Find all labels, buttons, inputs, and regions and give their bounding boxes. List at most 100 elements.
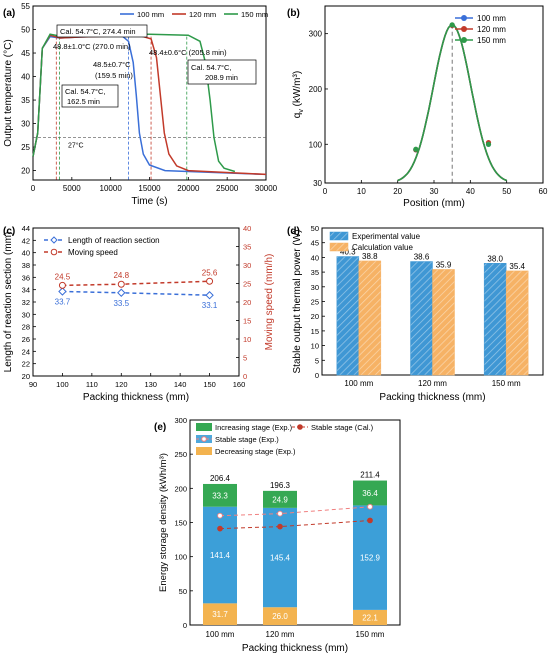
legend-marker — [461, 26, 467, 32]
bar-segment — [263, 607, 297, 625]
y-tick-label: 40 — [22, 249, 30, 258]
legend-label: Increasing stage (Exp.) — [215, 423, 293, 432]
x-axis-label: Time (s) — [131, 196, 167, 207]
x-tick-label: 150 mm — [356, 630, 385, 639]
x-tick-label: 100 mm — [206, 630, 235, 639]
legend-marker — [297, 424, 303, 430]
y-tick-label: 30 — [22, 310, 30, 319]
y-tick-label: 150 — [174, 519, 187, 528]
x-tick-label: 40 — [466, 187, 475, 196]
y-tick-label: 44 — [22, 224, 30, 233]
bar — [358, 260, 382, 376]
legend-swatch — [196, 447, 212, 455]
data-point — [277, 523, 283, 530]
y-tick-label: 20 — [243, 298, 251, 307]
total-label: 196.3 — [270, 481, 291, 490]
data-label: 24.5 — [55, 272, 71, 281]
y-tick-label: 250 — [174, 450, 187, 459]
panel-label: (d) — [287, 226, 300, 237]
y-tick-label: 40 — [311, 253, 319, 262]
y-tick-label: 5 — [315, 356, 319, 365]
y-tick-label: 25 — [243, 280, 251, 289]
series-line — [62, 290, 210, 296]
data-point — [277, 510, 283, 517]
bar — [410, 261, 433, 376]
y-axis-label: Length of reaction section (mm) — [3, 232, 14, 373]
y-tick-label: 26 — [22, 335, 30, 344]
annotation: 208.9 min — [205, 73, 238, 82]
bar-segment — [353, 609, 387, 625]
series-line — [32, 33, 236, 173]
y-tick-label: 30 — [21, 120, 30, 129]
legend-label: Stable stage (Cal.) — [311, 423, 374, 432]
y-tick-label: 200 — [309, 85, 323, 94]
y-tick-label: 28 — [22, 323, 30, 332]
y-tick-label: 40 — [243, 224, 251, 233]
y-tick-label: 34 — [22, 286, 30, 295]
data-point — [367, 517, 373, 524]
y-tick-label: 42 — [22, 236, 30, 245]
x-tick-label: 5000 — [63, 184, 81, 193]
x-tick-label: 0 — [31, 184, 36, 193]
y-tick-label: 300 — [309, 30, 323, 39]
annotation-box — [187, 59, 257, 85]
x-tick-label: 150 mm — [492, 379, 521, 388]
data-point — [449, 22, 455, 28]
legend-swatch — [329, 231, 349, 241]
annotation: 48.8±1.0°C (270.0 min) — [53, 42, 131, 51]
y-tick-label: 35 — [21, 96, 30, 105]
y-tick-label: 10 — [243, 335, 251, 344]
legend-label: 120 mm — [477, 25, 506, 34]
data-point — [206, 277, 214, 285]
x-tick-label: 10 — [357, 187, 366, 196]
y-tick-label: 25 — [21, 143, 30, 152]
x-tick-label: 120 mm — [418, 379, 447, 388]
x-tick-label: 50 — [502, 187, 511, 196]
x-tick-label: 0 — [323, 187, 328, 196]
y-tick-label: 0 — [183, 621, 187, 630]
total-label: 211.4 — [360, 471, 380, 480]
x-axis-label: Packing thickness (mm) — [242, 643, 348, 654]
panel-label: (e) — [154, 422, 166, 433]
x-tick-label: 90 — [29, 380, 37, 389]
data-label: 40.3 — [340, 248, 356, 257]
legend-label: Calculation value — [352, 243, 413, 252]
annotation: 162.5 min — [67, 97, 100, 106]
series-line — [62, 280, 210, 287]
y-tick-label: 24 — [22, 347, 30, 356]
reference-label: 27°C — [68, 142, 84, 150]
x-tick-label: 150 — [203, 380, 216, 389]
data-point — [217, 525, 223, 532]
data-point — [217, 512, 223, 519]
y-tick-label: 10 — [311, 342, 319, 351]
legend-marker — [461, 37, 467, 43]
y-tick-label: 55 — [21, 2, 30, 11]
annotation: Cal. 54.7°C, 274.4 min — [60, 27, 136, 36]
data-label: 38.0 — [487, 254, 503, 263]
panel-label: (c) — [3, 226, 15, 237]
legend-label: Moving speed — [68, 248, 118, 257]
x-tick-label: 120 mm — [266, 630, 295, 639]
y-tick-label: 45 — [311, 239, 319, 248]
legend-label: Length of reaction section — [68, 236, 160, 245]
x-tick-label: 130 — [144, 380, 157, 389]
data-label: 33.1 — [202, 301, 218, 310]
y-tick-label: 30 — [311, 283, 319, 292]
y-tick-label: 35 — [243, 243, 251, 252]
y-tick-label: 50 — [179, 587, 187, 596]
legend-swatch — [329, 242, 349, 252]
data-label: 38.8 — [362, 252, 378, 261]
x-tick-label: 30000 — [255, 184, 278, 193]
data-point — [205, 291, 214, 300]
y-tick-label: 100 — [309, 140, 323, 149]
bar-segment — [203, 483, 237, 507]
legend-label: Experimental value — [352, 232, 421, 241]
x-tick-label: 20000 — [177, 184, 200, 193]
legend-marker — [50, 248, 58, 256]
y-tick-label: 20 — [311, 312, 319, 321]
x-tick-label: 100 — [56, 380, 69, 389]
legend-label: 100 mm — [137, 10, 164, 19]
series-line — [219, 506, 371, 517]
y-tick-label: 40 — [21, 73, 30, 82]
legend-marker — [201, 436, 207, 442]
